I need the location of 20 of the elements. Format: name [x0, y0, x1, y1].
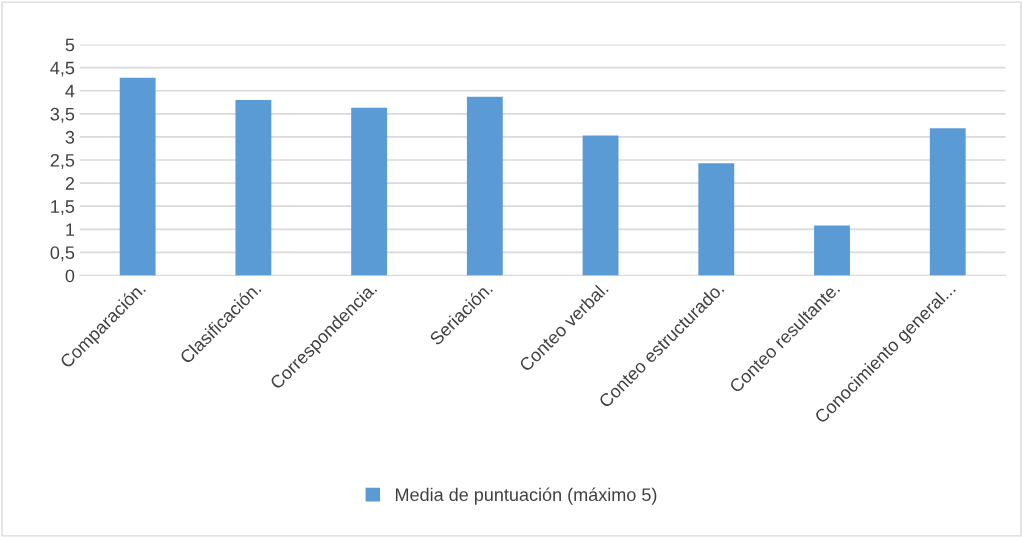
bar: [582, 135, 619, 276]
y-tick-label: 1: [66, 223, 75, 236]
y-tick-label: 2,5: [50, 153, 75, 169]
y-tick-label: 2: [65, 177, 75, 190]
legend-label: Media de puntuación (máximo 5): [395, 487, 657, 505]
y-tick-label: 0,5: [50, 246, 75, 262]
bar: [466, 96, 503, 276]
bar: [698, 163, 735, 276]
bar: [929, 128, 966, 276]
y-tick-label: 3,5: [50, 107, 75, 123]
y-tick-label: 4,5: [50, 61, 75, 77]
bar: [119, 77, 156, 276]
y-tick-label: 4: [65, 84, 75, 98]
y-tick-label: 5: [65, 38, 75, 52]
y-tick-label: 3: [65, 130, 75, 144]
bar: [814, 225, 850, 276]
y-tick-label: 1,5: [51, 200, 75, 216]
bar: [351, 107, 388, 276]
y-tick-label: 0: [65, 269, 75, 283]
bar: [235, 99, 272, 276]
